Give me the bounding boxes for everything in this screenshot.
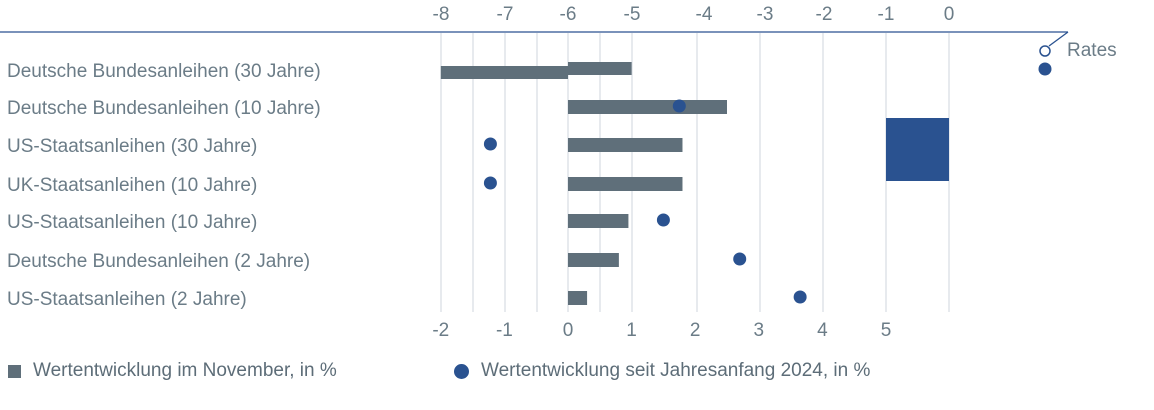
- category-label: UK-Staatsanleihen (10 Jahre): [7, 175, 257, 196]
- top-tick-label: -4: [696, 4, 713, 25]
- legend-square-icon: [8, 364, 21, 378]
- top-tick-label: -3: [757, 4, 774, 25]
- legend-label: Wertentwicklung seit Jahresanfang 2024, …: [481, 360, 871, 381]
- bar: [568, 253, 619, 267]
- rates-box: [886, 118, 949, 181]
- top-tick-label: -2: [816, 4, 833, 25]
- bar-segment: [440, 66, 568, 79]
- dot: [483, 176, 497, 190]
- top-tick-label: -5: [624, 4, 641, 25]
- top-tick-label: -7: [497, 4, 514, 25]
- bottom-tick-label: 3: [754, 320, 765, 341]
- legend-label: Wertentwicklung im November, in %: [33, 360, 337, 381]
- rates-leader-line: [1048, 31, 1069, 47]
- bar: [568, 100, 727, 114]
- top-tick-label: 0: [944, 4, 955, 25]
- bar: [568, 62, 632, 75]
- chart-svg: Rates -8 -7 -6 -5 -4 -3 -2 -1 0 -2 -1 0 1 2 3 4 5 Deutsche…: [0, 4, 1117, 341]
- dot: [483, 137, 497, 151]
- dot: [672, 99, 686, 113]
- category-label: Deutsche Bundesanleihen (2 Jahre): [7, 251, 310, 272]
- dot: [793, 290, 807, 304]
- rates-label: Rates: [1067, 40, 1117, 61]
- top-tick-label: -6: [560, 4, 577, 25]
- bar: [568, 214, 629, 228]
- top-tick-label: -1: [878, 4, 895, 25]
- dot: [1038, 62, 1052, 76]
- bar: [568, 177, 683, 191]
- bottom-tick-label: -1: [496, 320, 513, 341]
- bottom-tick-label: 5: [881, 320, 892, 341]
- rates-hollow-circle-icon: [1039, 45, 1051, 57]
- category-label: US-Staatsanleihen (30 Jahre): [7, 136, 257, 157]
- legend-item-ytd: Wertentwicklung seit Jahresanfang 2024, …: [454, 360, 870, 382]
- dot: [656, 213, 670, 227]
- bar: [568, 138, 683, 152]
- bottom-tick-label: -2: [432, 320, 449, 341]
- dot: [733, 252, 747, 266]
- legend-item-november: Wertentwicklung im November, in %: [8, 360, 337, 382]
- bottom-tick-label: 2: [690, 320, 701, 341]
- category-label: Deutsche Bundesanleihen (30 Jahre): [7, 61, 321, 82]
- category-label: US-Staatsanleihen (10 Jahre): [7, 212, 257, 233]
- bottom-tick-label: 1: [626, 320, 637, 341]
- bottom-tick-label: 4: [817, 320, 828, 341]
- category-label: US-Staatsanleihen (2 Jahre): [7, 289, 247, 310]
- top-tick-label: -8: [433, 4, 450, 25]
- category-label: Deutsche Bundesanleihen (10 Jahre): [7, 98, 321, 119]
- legend-dot-icon: [454, 363, 469, 379]
- bottom-tick-label: 0: [563, 320, 574, 341]
- bar: [568, 291, 588, 305]
